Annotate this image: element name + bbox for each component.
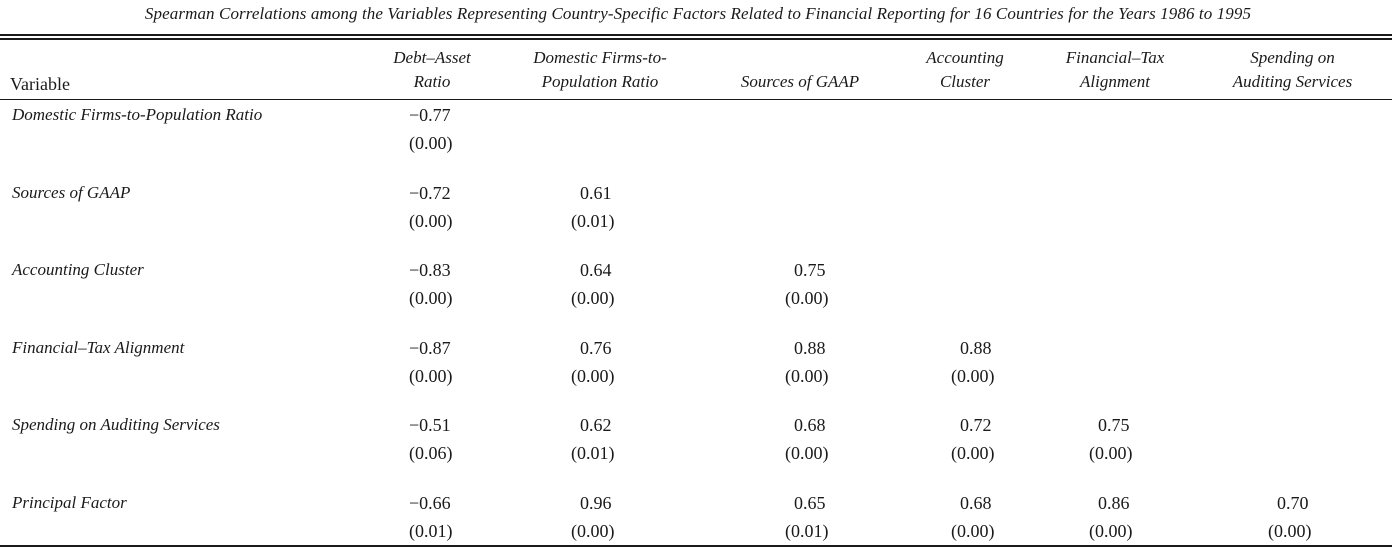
correlation-cell: 0.76 (0.00) bbox=[571, 334, 615, 390]
p-value: (0.00) bbox=[1089, 443, 1133, 463]
header-variable: Variable bbox=[10, 74, 70, 94]
correlation-cell: −0.72 (0.00) bbox=[409, 179, 453, 235]
correlation-cell: 0.70 (0.00) bbox=[1268, 489, 1312, 545]
correlation-coefficient: 0.96 bbox=[580, 493, 612, 513]
correlation-coefficient: −0.87 bbox=[409, 338, 451, 358]
p-value: (0.00) bbox=[571, 366, 615, 386]
p-value: (0.00) bbox=[785, 288, 829, 308]
correlation-coefficient: 0.88 bbox=[794, 338, 826, 358]
p-value: (0.01) bbox=[409, 521, 453, 541]
p-value: (0.00) bbox=[571, 521, 615, 541]
p-value: (0.00) bbox=[951, 521, 995, 541]
p-value: (0.01) bbox=[571, 443, 615, 463]
p-value: (0.00) bbox=[409, 288, 453, 308]
row-label: Spending on Auditing Services bbox=[12, 415, 220, 434]
p-value: (0.00) bbox=[1089, 521, 1133, 541]
p-value: (0.00) bbox=[785, 443, 829, 463]
header-sources-of-gaap: Sources of GAAP bbox=[740, 72, 860, 91]
p-value: (0.00) bbox=[785, 366, 829, 386]
p-value: (0.00) bbox=[409, 366, 453, 386]
correlation-cell: 0.88 (0.00) bbox=[785, 334, 829, 390]
top-rule-double bbox=[0, 38, 1392, 40]
correlation-coefficient: −0.66 bbox=[409, 493, 451, 513]
correlation-cell: 0.86 (0.00) bbox=[1089, 489, 1133, 545]
correlation-cell: −0.83 (0.00) bbox=[409, 256, 453, 312]
correlation-coefficient: −0.83 bbox=[409, 260, 451, 280]
correlation-coefficient: 0.68 bbox=[960, 493, 992, 513]
correlation-cell: −0.66 (0.01) bbox=[409, 489, 453, 545]
header-accounting-cluster: Accounting Cluster bbox=[926, 48, 1004, 91]
correlation-cell: 0.61 (0.01) bbox=[571, 179, 615, 235]
correlation-coefficient: −0.72 bbox=[409, 183, 451, 203]
p-value: (0.06) bbox=[409, 443, 453, 463]
correlation-cell: −0.51 (0.06) bbox=[409, 411, 453, 467]
header-debt-asset-ratio: Debt–Asset Ratio bbox=[393, 48, 471, 91]
correlation-cell: 0.75 (0.00) bbox=[785, 256, 829, 312]
correlation-coefficient: 0.64 bbox=[580, 260, 612, 280]
row-label: Financial–Tax Alignment bbox=[12, 338, 185, 357]
table-caption: Spearman Correlations among the Variable… bbox=[144, 4, 1252, 23]
correlation-coefficient: 0.88 bbox=[960, 338, 992, 358]
correlation-coefficient: 0.70 bbox=[1277, 493, 1309, 513]
p-value: (0.01) bbox=[785, 521, 829, 541]
correlation-cell: 0.68 (0.00) bbox=[785, 411, 829, 467]
correlation-cell: 0.65 (0.01) bbox=[785, 489, 829, 545]
p-value: (0.00) bbox=[951, 443, 995, 463]
correlation-coefficient: 0.68 bbox=[794, 415, 826, 435]
correlation-coefficient: 0.86 bbox=[1098, 493, 1130, 513]
row-label: Domestic Firms-to-Population Ratio bbox=[12, 105, 263, 124]
correlation-coefficient: −0.51 bbox=[409, 415, 451, 435]
row-label: Sources of GAAP bbox=[12, 183, 131, 202]
header-domestic-firms-ratio: Domestic Firms-to- Population Ratio bbox=[533, 48, 667, 91]
correlation-cell: 0.68 (0.00) bbox=[951, 489, 995, 545]
correlation-coefficient: 0.72 bbox=[960, 415, 992, 435]
row-label: Principal Factor bbox=[12, 493, 127, 512]
correlation-coefficient: −0.77 bbox=[409, 105, 451, 125]
header-spending-on-auditing: Spending on Auditing Services bbox=[1232, 48, 1353, 91]
correlation-coefficient: 0.75 bbox=[1098, 415, 1130, 435]
correlation-coefficient: 0.61 bbox=[580, 183, 612, 203]
correlation-coefficient: 0.65 bbox=[794, 493, 826, 513]
p-value: (0.01) bbox=[571, 211, 615, 231]
header-financial-tax-alignment: Financial–Tax Alignment bbox=[1065, 48, 1165, 91]
p-value: (0.00) bbox=[409, 133, 453, 153]
correlation-cell: 0.72 (0.00) bbox=[951, 411, 995, 467]
correlation-coefficient: 0.75 bbox=[794, 260, 826, 280]
correlation-cell: 0.62 (0.01) bbox=[571, 411, 615, 467]
correlation-cell: 0.75 (0.00) bbox=[1089, 411, 1133, 467]
correlation-coefficient: 0.76 bbox=[580, 338, 612, 358]
p-value: (0.00) bbox=[1268, 521, 1312, 541]
correlation-cell: 0.96 (0.00) bbox=[571, 489, 615, 545]
top-rule bbox=[0, 34, 1392, 36]
correlation-cell: −0.87 (0.00) bbox=[409, 334, 453, 390]
bottom-rule bbox=[0, 545, 1392, 547]
p-value: (0.00) bbox=[571, 288, 615, 308]
correlation-cell: −0.77 (0.00) bbox=[409, 101, 453, 157]
row-label: Accounting Cluster bbox=[12, 260, 144, 279]
header-rule bbox=[0, 99, 1392, 100]
correlation-coefficient: 0.62 bbox=[580, 415, 612, 435]
correlation-cell: 0.64 (0.00) bbox=[571, 256, 615, 312]
p-value: (0.00) bbox=[951, 366, 995, 386]
p-value: (0.00) bbox=[409, 211, 453, 231]
correlation-cell: 0.88 (0.00) bbox=[951, 334, 995, 390]
